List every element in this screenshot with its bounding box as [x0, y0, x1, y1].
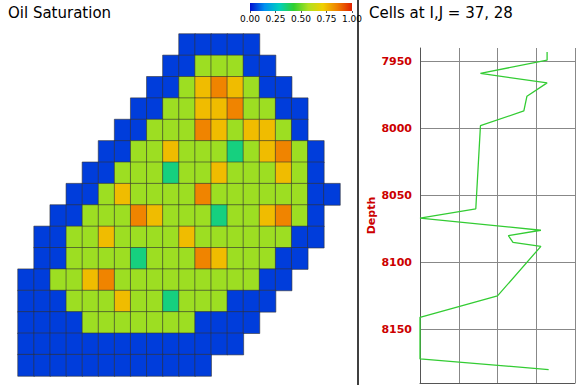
svg-text:Cells at I,J = 37, 28: Cells at I,J = 37, 28: [369, 4, 513, 22]
svg-text:Oil Saturation: Oil Saturation: [8, 4, 111, 22]
svg-text:1.00: 1.00: [342, 14, 362, 24]
svg-text:0.25: 0.25: [265, 14, 285, 24]
svg-text:0.50: 0.50: [291, 14, 311, 24]
svg-text:0.75: 0.75: [316, 14, 336, 24]
svg-text:8150: 8150: [381, 323, 412, 336]
svg-text:8050: 8050: [381, 189, 412, 202]
svg-text:0.00: 0.00: [240, 14, 260, 24]
svg-text:8100: 8100: [381, 256, 412, 269]
svg-text:Depth: Depth: [365, 197, 378, 235]
svg-text:7950: 7950: [381, 55, 412, 68]
svg-text:8000: 8000: [381, 122, 412, 135]
